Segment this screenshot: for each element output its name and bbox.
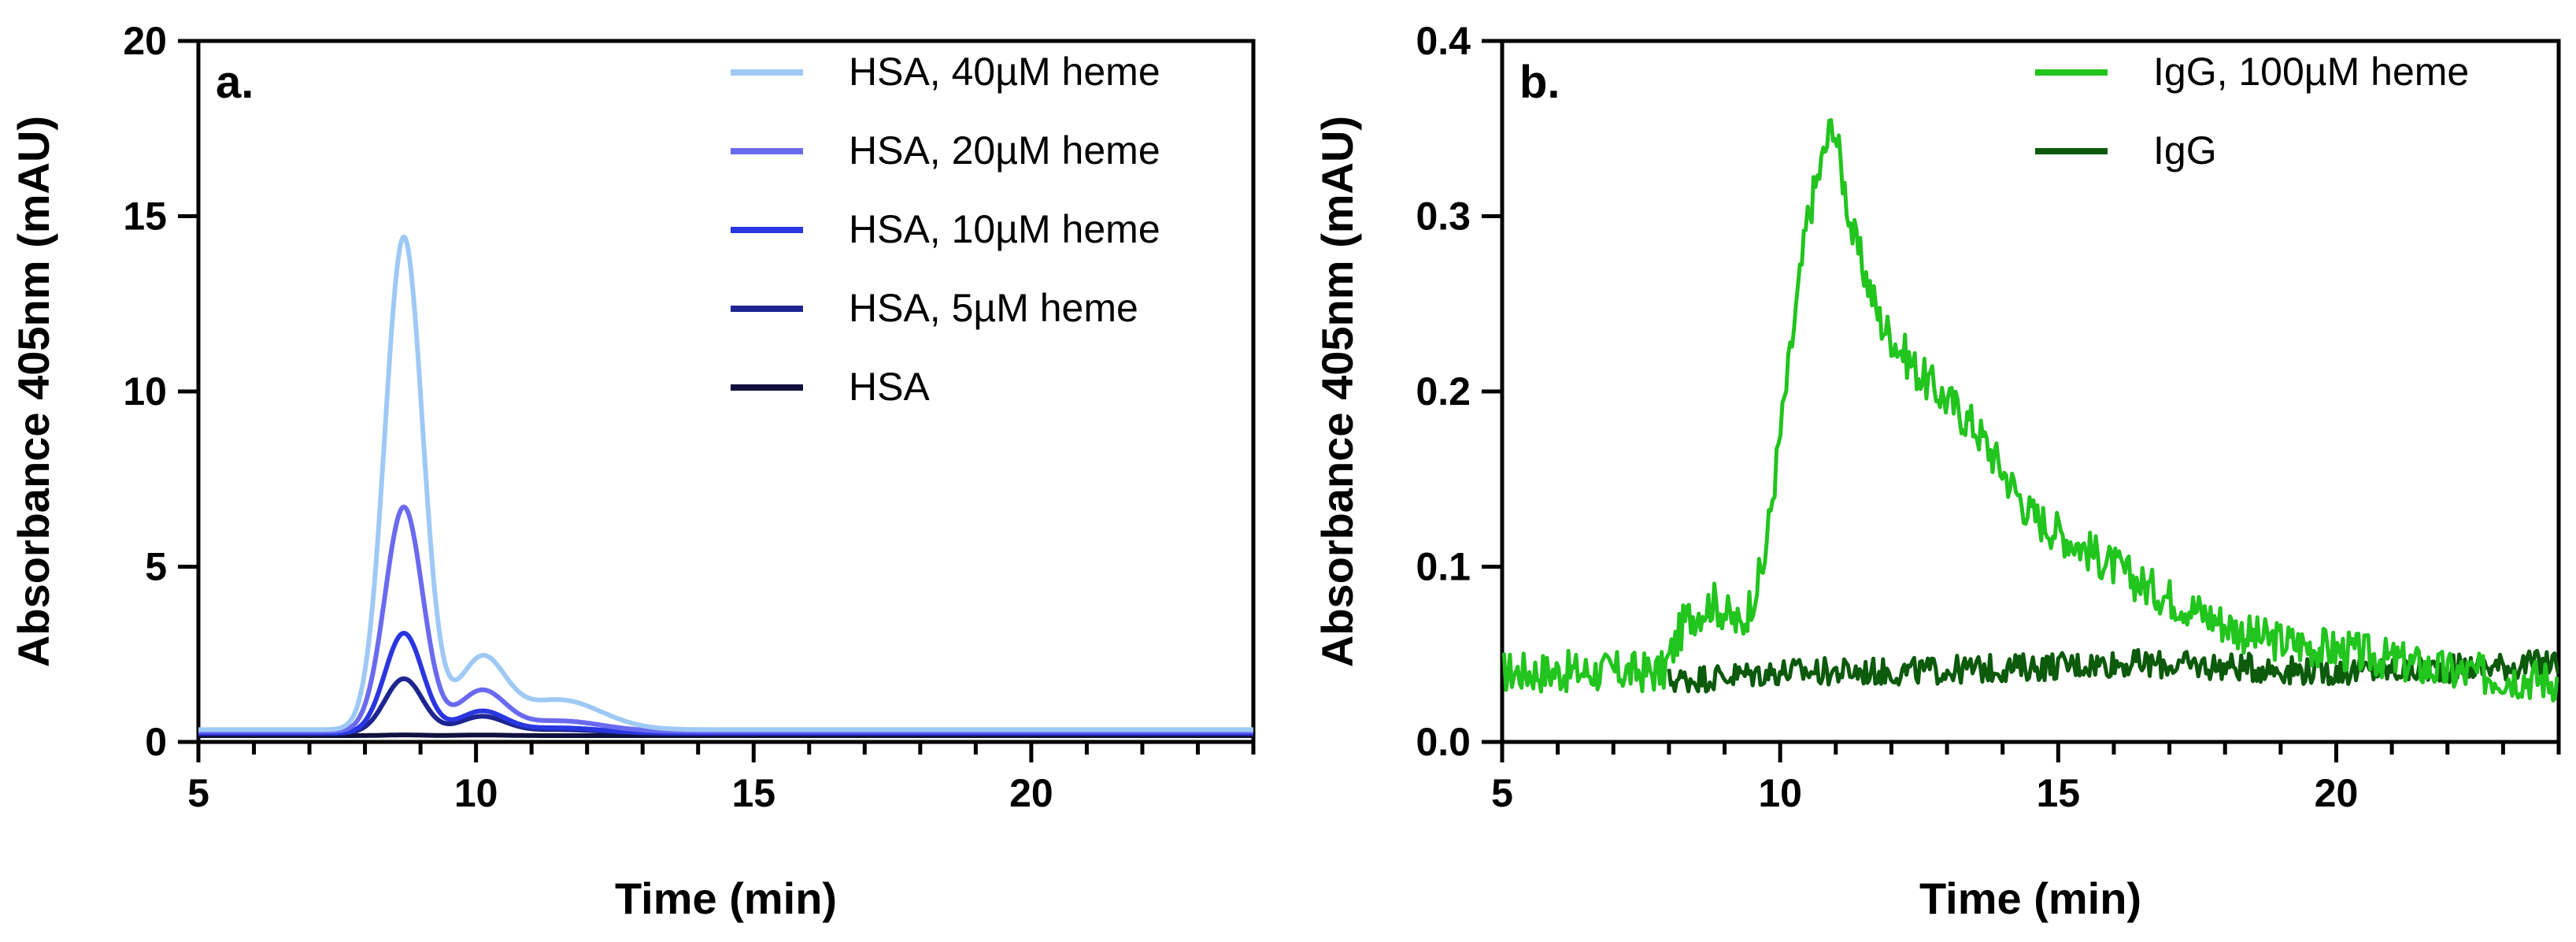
y-axis-title: Absorbance 405nm (mAU)	[1312, 116, 1362, 667]
legend-label: IgG	[2153, 128, 2217, 172]
series-line	[198, 234, 1253, 732]
legend-label: HSA	[849, 365, 930, 409]
plot-frame	[1500, 39, 2561, 744]
x-tick-label: 15	[731, 771, 775, 815]
y-tick-label: 0.3	[1416, 195, 1471, 239]
x-tick-label: 5	[1491, 771, 1513, 815]
y-axis-title: Absorbance 405nm (mAU)	[9, 116, 58, 667]
y-tick-label: 20	[123, 19, 167, 63]
legend: IgG, 100µM heme IgG	[2035, 50, 2469, 172]
x-axis-title: Time (min)	[1919, 873, 2141, 923]
x-tick-label: 10	[1758, 771, 1802, 815]
x-tick-label: 20	[1009, 771, 1053, 815]
y-tick-label: 0	[145, 720, 167, 764]
legend-label: HSA, 5µM heme	[849, 286, 1138, 330]
y-tick-label: 5	[145, 545, 167, 589]
panel-label: b.	[1519, 57, 1560, 108]
x-tick-label: 15	[2037, 771, 2081, 815]
y-tick-label: 10	[123, 369, 167, 414]
y-tick-label: 0.2	[1416, 369, 1471, 414]
legend: HSA, 40µM heme HSA, 20µM heme HSA, 10µM he…	[731, 50, 1160, 409]
series-line	[198, 504, 1253, 734]
y-tick-label: 0.4	[1416, 19, 1471, 63]
x-tick-label: 20	[2315, 771, 2359, 815]
x-axis-title: Time (min)	[615, 873, 837, 923]
legend-label: HSA, 10µM heme	[849, 207, 1160, 251]
series-group	[1502, 118, 2559, 703]
legend-label: HSA, 40µM heme	[849, 50, 1160, 94]
series-group	[198, 234, 1253, 738]
panel-b: 5 10 15 20 0.0 0.1 0.2 0.3 0.4 Time (min) Absorban…	[1312, 19, 2561, 923]
series-line	[1502, 118, 2559, 703]
panel-label: a.	[216, 57, 254, 108]
legend-label: HSA, 20µM heme	[849, 128, 1160, 172]
y-tick-label: 0.0	[1416, 720, 1471, 764]
y-tick-label: 0.1	[1416, 545, 1471, 589]
x-tick-label: 5	[187, 771, 209, 815]
series-line	[198, 732, 1253, 738]
y-tick-label: 15	[123, 195, 167, 239]
x-tick-label: 10	[454, 771, 498, 815]
legend-label: IgG, 100µM heme	[2153, 50, 2469, 94]
